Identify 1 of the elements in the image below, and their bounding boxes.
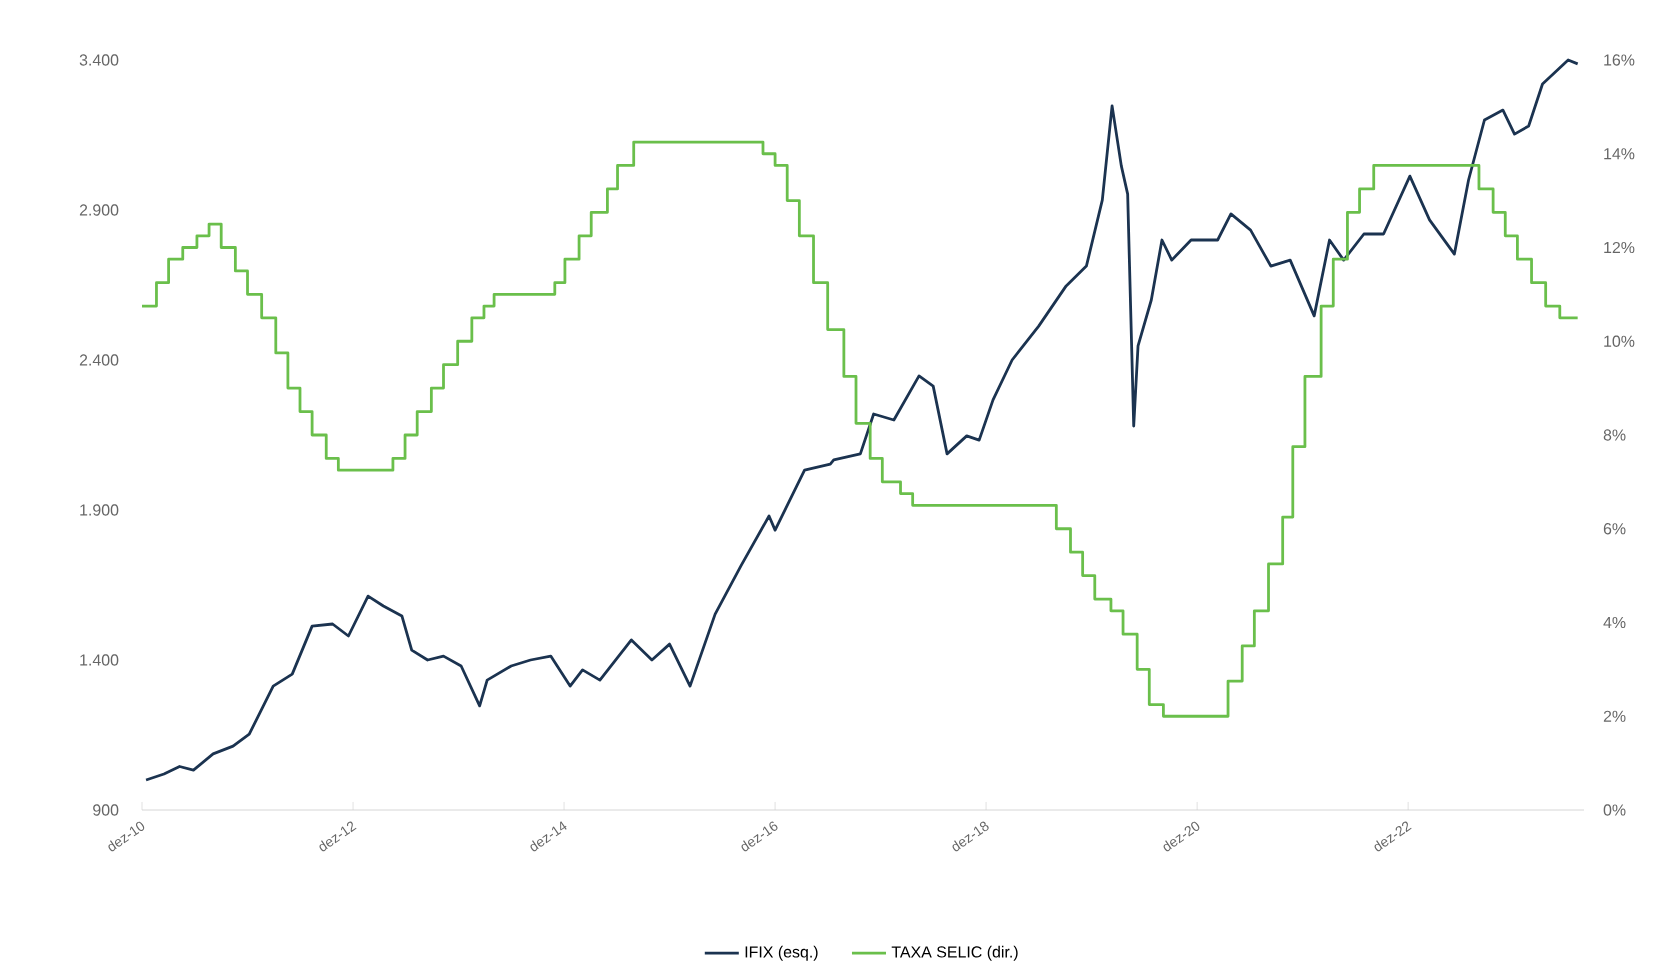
- line-series: [144, 58, 1580, 782]
